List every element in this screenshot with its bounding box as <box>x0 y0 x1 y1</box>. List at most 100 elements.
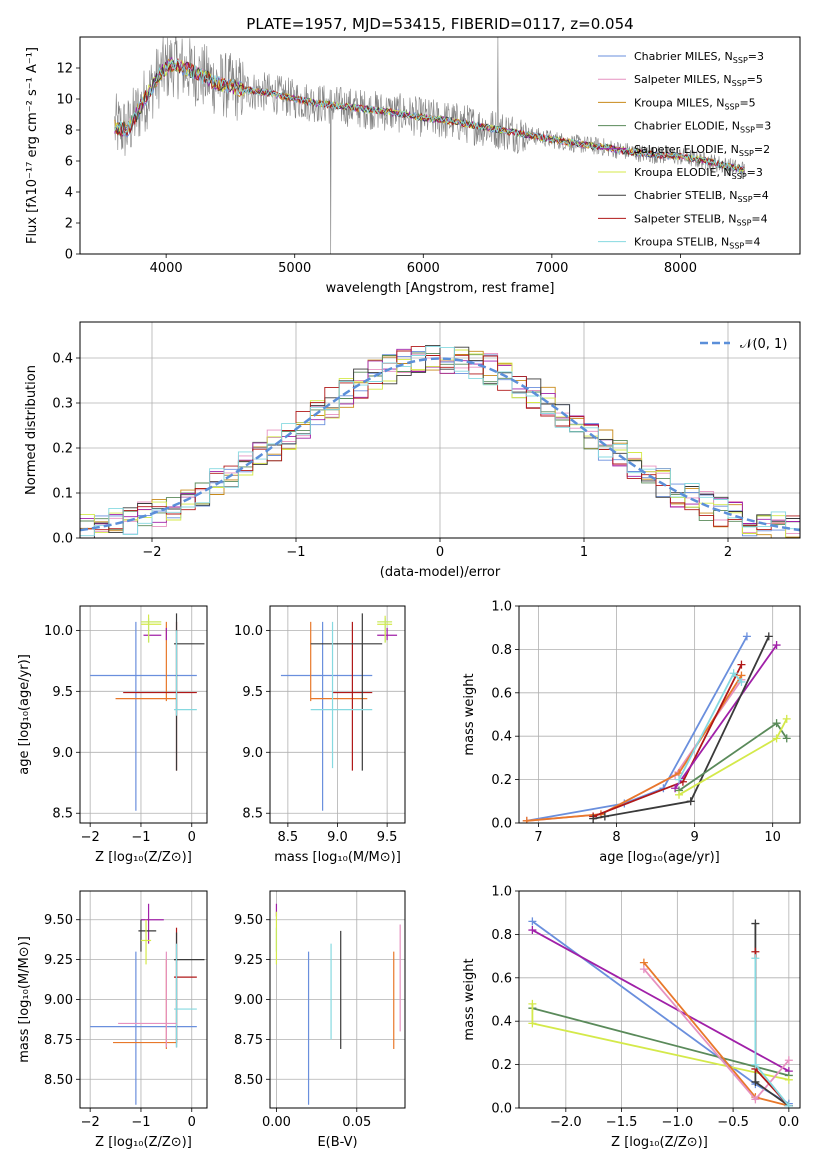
mass-weight-marker <box>782 714 791 723</box>
plot-area <box>90 903 205 1105</box>
mass-weight-marker <box>528 926 537 935</box>
panel-mass-Z: −2 −1 0 8.50 8.75 9.00 9.25 9.50 Z [log₁₀(Z/Z⊙)]… <box>17 890 208 1150</box>
legend-nssp-sub: SSP <box>729 242 744 251</box>
legend-model-name: Chabrier ELODIE <box>634 120 725 133</box>
legend-entry: Salpeter STELIB, NSSP=4 <box>634 212 768 227</box>
y-tick-label: 0.8 <box>491 643 512 658</box>
y-tick-label: 2 <box>65 217 73 232</box>
y-tick-label: 0 <box>65 248 73 263</box>
mass-weight-marker <box>751 919 760 928</box>
x-tick-label: 6000 <box>407 261 440 276</box>
plot-area <box>90 613 205 811</box>
mass-weight-marker <box>729 669 738 678</box>
mass-weight-line <box>532 1007 790 1077</box>
mass-weight-marker <box>751 954 760 963</box>
legend-entry: Salpeter ELODIE, NSSP=2 <box>634 143 770 158</box>
plot-area <box>275 903 401 1105</box>
legend-nssp-eq: = <box>747 73 756 86</box>
legend-model-name: Kroupa MILES <box>634 96 709 109</box>
legend-nssp-value: 4 <box>753 236 760 249</box>
mass-weight-marker <box>686 797 695 806</box>
y-tick-label: 10.0 <box>44 624 73 639</box>
y-tick-label: 0.3 <box>52 397 73 412</box>
y-tick-label: 0.1 <box>52 487 73 502</box>
y-tick-label: 0.0 <box>491 817 512 832</box>
error-bar-point <box>310 621 368 702</box>
x-axis-label: wavelength [Angstrom, rest frame] <box>326 281 555 296</box>
x-tick-label: 7000 <box>535 261 568 276</box>
legend-nssp-prefix: , N <box>716 73 731 86</box>
legend-nssp-sub: SSP <box>740 126 755 135</box>
y-tick-label: 8.50 <box>234 1073 263 1088</box>
error-bar-point <box>140 919 152 965</box>
y-tick-label: 12 <box>56 62 73 77</box>
mass-weight-line <box>526 635 748 822</box>
y-tick-label: 1.0 <box>491 600 512 615</box>
y-tick-label: 0.0 <box>491 1102 512 1117</box>
legend-nssp-value: 4 <box>762 189 769 202</box>
mass-weight-marker <box>675 790 684 799</box>
y-tick-label: 1.0 <box>491 885 512 900</box>
x-tick-label: 2 <box>724 545 732 560</box>
axes-frame <box>79 890 208 1109</box>
error-bar-point <box>280 621 373 811</box>
gridlines <box>80 606 207 823</box>
x-tick-label: −2 <box>142 545 161 560</box>
plot-area <box>280 613 398 811</box>
y-tick-label: 9.00 <box>234 993 263 1008</box>
x-axis-label: (data-model)/error <box>380 565 501 580</box>
x-tick-label: −2.0 <box>550 1115 582 1130</box>
mass-weight-line <box>531 929 790 1072</box>
x-axis-label: Z [log₁₀(Z/Z⊙)] <box>611 1135 708 1150</box>
legend-model-name: Salpeter MILES <box>634 73 716 86</box>
mass-weight-marker <box>784 1101 793 1108</box>
mass-weight-marker <box>528 917 537 926</box>
x-tick-label: 9.5 <box>377 830 398 845</box>
x-tick-label: 7 <box>534 830 542 845</box>
x-tick-label: 0.0 <box>779 1115 800 1130</box>
mass-weight-marker <box>772 641 781 650</box>
error-bar-point <box>90 951 197 1105</box>
error-bar-point <box>118 951 177 1048</box>
x-tick-label: 8 <box>612 830 620 845</box>
x-tick-label: 1 <box>580 545 588 560</box>
gridlines <box>519 605 800 824</box>
error-bar-point <box>138 919 157 952</box>
gridlines <box>270 891 405 1108</box>
y-tick-label: 0.4 <box>491 1015 512 1030</box>
panel-mass-ebv: 0.00 0.05 8.50 8.75 9.00 9.25 9.50 E(B-V) <box>234 890 406 1150</box>
legend-nssp-eq: = <box>753 189 762 202</box>
y-tick-label: 0.2 <box>491 1058 512 1073</box>
x-tick-label: 10 <box>764 830 781 845</box>
axes-frame <box>79 605 208 824</box>
error-bar-point <box>377 618 393 643</box>
legend-nssp-prefix: , N <box>709 96 724 109</box>
y-tick-label: 8.75 <box>44 1033 73 1048</box>
plot-area <box>114 37 745 254</box>
panel-age-Z: −2 −1 0 8.5 9.0 9.5 10.0 Z [log₁₀(Z/Z⊙)] age [lo… <box>17 605 208 865</box>
mass-weight-marker <box>589 814 598 823</box>
error-bar-point <box>310 621 373 769</box>
y-tick-label: 0.4 <box>491 730 512 745</box>
y-axis-label: mass weight <box>462 673 477 755</box>
y-tick-label: 6 <box>65 155 73 170</box>
model-spectrum-line <box>114 58 745 174</box>
legend-nssp-value: 3 <box>756 166 763 179</box>
y-tick-label: 9.0 <box>52 746 73 761</box>
x-tick-label: −1.5 <box>606 1115 638 1130</box>
y-tick-label: 8.50 <box>44 1073 73 1088</box>
plot-area <box>80 344 800 538</box>
mass-weight-line <box>531 920 790 1105</box>
error-bar-point <box>140 618 162 643</box>
mass-weight-line <box>754 958 790 1107</box>
error-bar-point <box>173 927 197 1043</box>
y-tick-label: 4 <box>65 186 73 201</box>
y-tick-label: 0.0 <box>52 532 73 547</box>
legend-nssp-eq: = <box>748 50 757 63</box>
x-tick-label: 8.5 <box>278 830 299 845</box>
x-tick-label: 0.05 <box>342 1115 371 1130</box>
legend-nssp-eq: = <box>747 166 756 179</box>
error-bar-point <box>173 630 197 716</box>
legend-nssp-sub: SSP <box>739 149 754 158</box>
